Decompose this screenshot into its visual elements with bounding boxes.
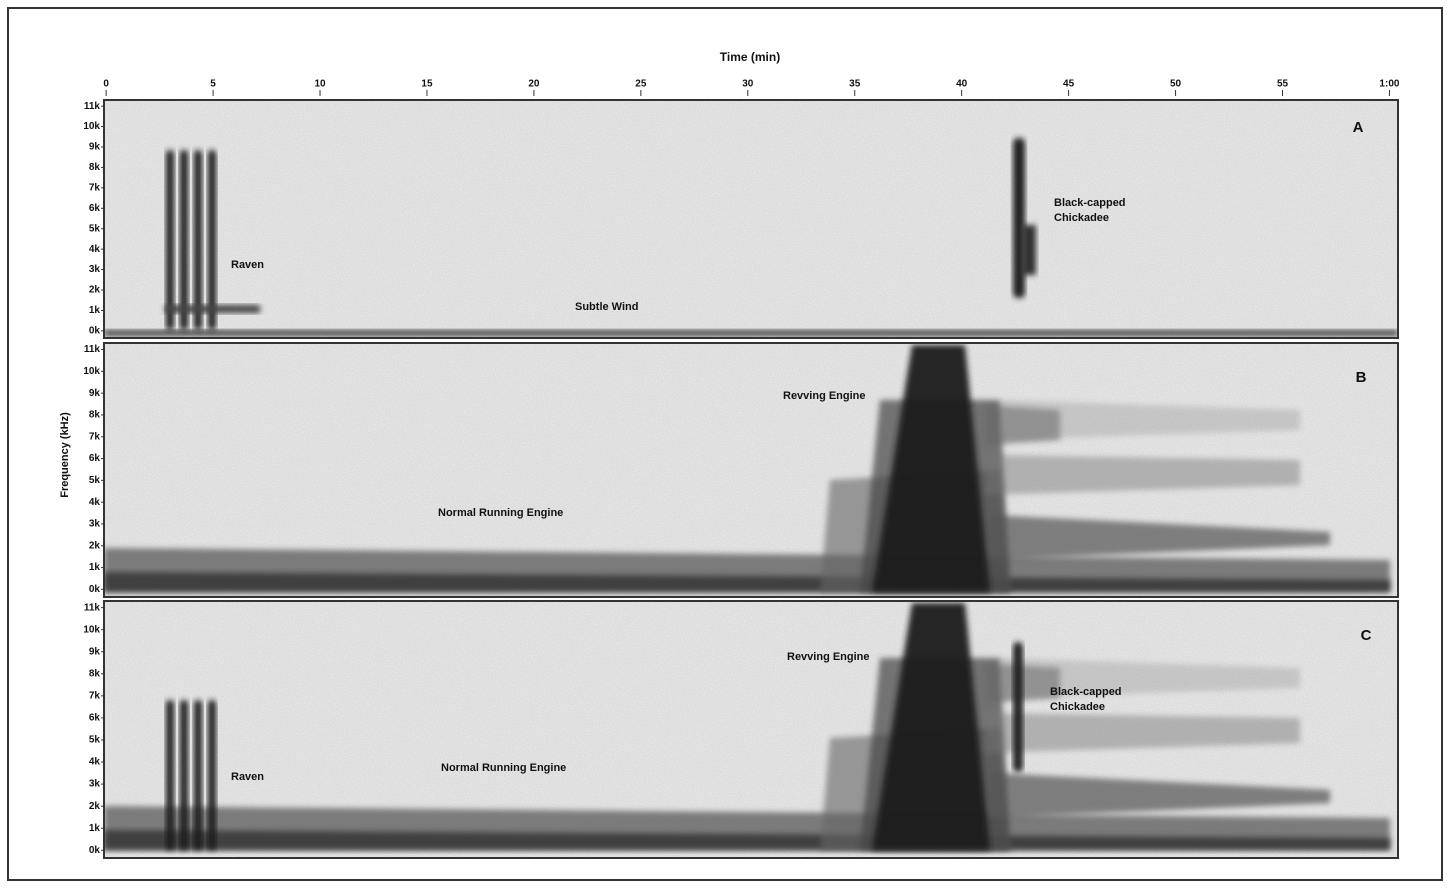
y-tick-label: 4k [89,244,101,255]
panel: 0k 1k 2k 3k 4k 5k 6k 7k 8k 9k 10k 11k C Revving Engin… [83,600,1399,859]
panel-label: C [1361,627,1372,644]
spectrogram [104,601,1398,858]
y-tick-label: 2k [89,801,101,812]
y-tick-label: 6k [89,713,101,724]
signal [872,345,990,592]
y-tick-label: 5k [89,735,101,746]
x-tick-label: 45 [1063,79,1075,90]
y-tick-label: 7k [89,182,101,193]
y-tick-label: 1k [89,823,101,834]
signal [208,700,216,850]
y-tick-label: 9k [89,388,101,399]
annotation: Chickadee [1054,212,1109,224]
y-tick-label: 6k [89,203,101,214]
y-tick-label: 11k [84,101,101,112]
signal [1022,225,1036,275]
annotation: Chickadee [1050,701,1105,713]
y-tick-label: 7k [89,431,101,442]
y-tick-label: 3k [89,519,101,530]
annotation: Raven [231,259,264,271]
x-axis-title: Time (min) [720,50,780,64]
y-tick-label: 2k [89,285,101,296]
y-tick-label: 5k [89,223,101,234]
signal [165,305,260,313]
y-tick-label: 8k [89,410,101,421]
spectrogram [104,100,1398,338]
y-tick-label: 2k [89,540,101,551]
x-tick-label: 20 [528,79,540,90]
y-axis-title: Frequency (kHz) [59,412,71,498]
y-tick-label: 10k [83,366,100,377]
annotation: Black-capped [1050,686,1122,698]
y-tick-label: 1k [89,562,101,573]
panel: 0k 1k 2k 3k 4k 5k 6k 7k 8k 9k 10k 11k A Raven Subtle W… [83,99,1399,339]
annotation: Normal Running Engine [438,507,563,519]
signal [194,150,202,330]
x-tick-label: 30 [742,79,754,90]
y-tick-label: 1k [89,305,101,316]
annotation: Subtle Wind [575,301,638,313]
x-tick-label: 50 [1170,79,1182,90]
y-tick-label: 9k [89,142,101,153]
y-tick-label: 11k [84,344,101,355]
x-tick-label: 55 [1277,79,1289,90]
x-tick-label: 10 [314,79,326,90]
signal [104,830,1390,850]
y-tick-label: 7k [89,690,101,701]
signal [990,515,1330,560]
signal [180,700,188,850]
y-tick-label: 0k [89,584,101,595]
y-tick-label: 10k [83,624,100,635]
signal [985,713,1300,753]
y-tick-label: 10k [83,121,100,132]
signal [1000,658,1300,698]
signal [1000,400,1300,440]
x-tick-label: 40 [956,79,968,90]
panel-label: A [1353,119,1364,136]
signal [1013,642,1023,772]
signal [180,150,188,330]
y-tick-label: 5k [89,475,101,486]
x-tick-label: 0 [103,79,109,90]
y-tick-label: 4k [89,497,101,508]
panel: 0k 1k 2k 3k 4k 5k 6k 7k 8k 9k 10k 11k B Revving Engin… [83,342,1399,598]
y-tick-label: 4k [89,757,101,768]
x-tick-label: 25 [635,79,647,90]
annotation: Black-capped [1054,197,1126,209]
signal [166,150,174,330]
signal [985,455,1300,495]
x-tick-label: 1:00 [1379,79,1399,90]
panel-border [103,600,1399,859]
y-tick-label: 0k [89,325,101,336]
y-tick-label: 8k [89,162,101,173]
signal [872,603,990,850]
y-tick-label: 6k [89,453,101,464]
spectrogram [104,343,1398,597]
annotation: Revving Engine [783,390,866,402]
annotation: Raven [231,771,264,783]
y-tick-label: 8k [89,668,101,679]
x-tick-label: 5 [210,79,216,90]
signal [208,150,216,330]
annotation: Normal Running Engine [441,762,566,774]
y-tick-label: 0k [89,845,101,856]
y-tick-label: 3k [89,779,101,790]
y-tick-label: 3k [89,264,101,275]
signal [104,572,1390,592]
signal [104,330,1398,336]
panel-label: B [1356,369,1367,386]
y-tick-label: 11k [84,602,101,613]
x-tick-label: 35 [849,79,861,90]
noise [104,100,1398,338]
annotation: Revving Engine [787,651,870,663]
signal [166,700,174,850]
panel-border [103,99,1399,339]
signal [990,773,1330,818]
signal [194,700,202,850]
x-tick-label: 15 [421,79,433,90]
y-tick-label: 9k [89,646,101,657]
panel-border [103,342,1399,598]
